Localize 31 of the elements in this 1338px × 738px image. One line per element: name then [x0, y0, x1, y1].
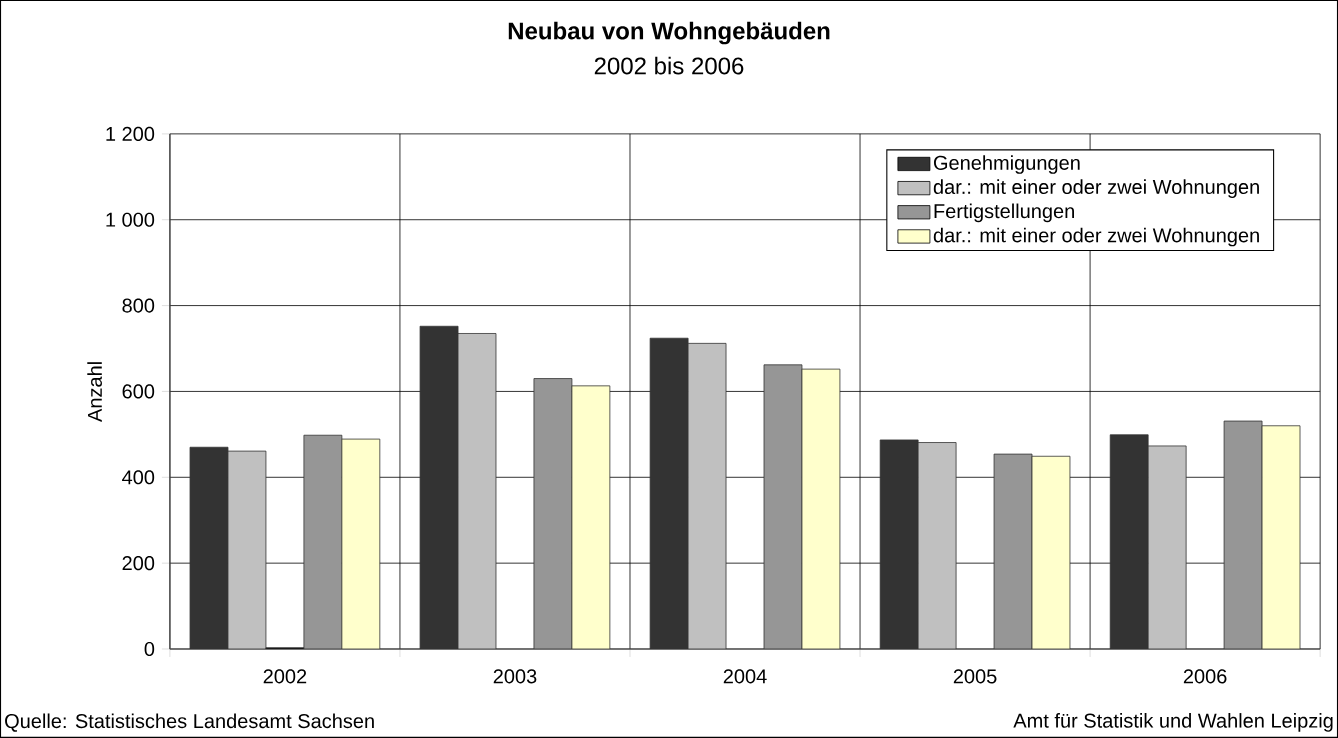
- x-tick-label: 2003: [493, 669, 537, 684]
- y-tick-label: 800: [122, 298, 155, 313]
- bar: [687, 343, 727, 650]
- source-note: Quelle: Statistisches Landesamt Sachsen: [5, 713, 374, 732]
- y-tick-label: 1 200: [106, 126, 155, 142]
- y-tick-label: 200: [122, 556, 155, 571]
- legend-label: Genehmigungen: [933, 155, 1080, 174]
- bar: [1223, 420, 1263, 650]
- bar: [917, 442, 957, 650]
- chart-subtitle: 2002 bis 2006: [594, 56, 744, 75]
- bar: [303, 434, 343, 650]
- bar: [533, 378, 573, 650]
- legend-label: dar.: mit einer oder zwei Wohnungen: [933, 227, 1259, 247]
- y-tick-label: 600: [122, 384, 155, 399]
- chart-title: Neubau von Wohngebäuden: [508, 21, 830, 45]
- legend-label: dar.: mit einer oder zwei Wohnungen: [933, 179, 1259, 199]
- y-tick-label: 1 000: [106, 212, 155, 227]
- bar: [227, 450, 267, 650]
- legend-label: Fertigstellungen: [934, 203, 1074, 223]
- bar: [763, 364, 803, 650]
- bar: [993, 453, 1033, 650]
- bar: [1147, 445, 1187, 650]
- y-axis-title: Anzahl: [87, 362, 102, 423]
- y-tick-label: 400: [122, 470, 155, 485]
- x-tick-label: 2006: [1183, 669, 1227, 684]
- bar: [457, 333, 497, 650]
- x-tick-label: 2004: [723, 669, 767, 684]
- y-tick-label: 0: [144, 641, 155, 657]
- text: Amt für Statistik und Wahlen Leipzig: [1013, 713, 1333, 732]
- x-tick-label: 2002: [263, 669, 307, 684]
- x-tick-label: 2005: [953, 669, 997, 684]
